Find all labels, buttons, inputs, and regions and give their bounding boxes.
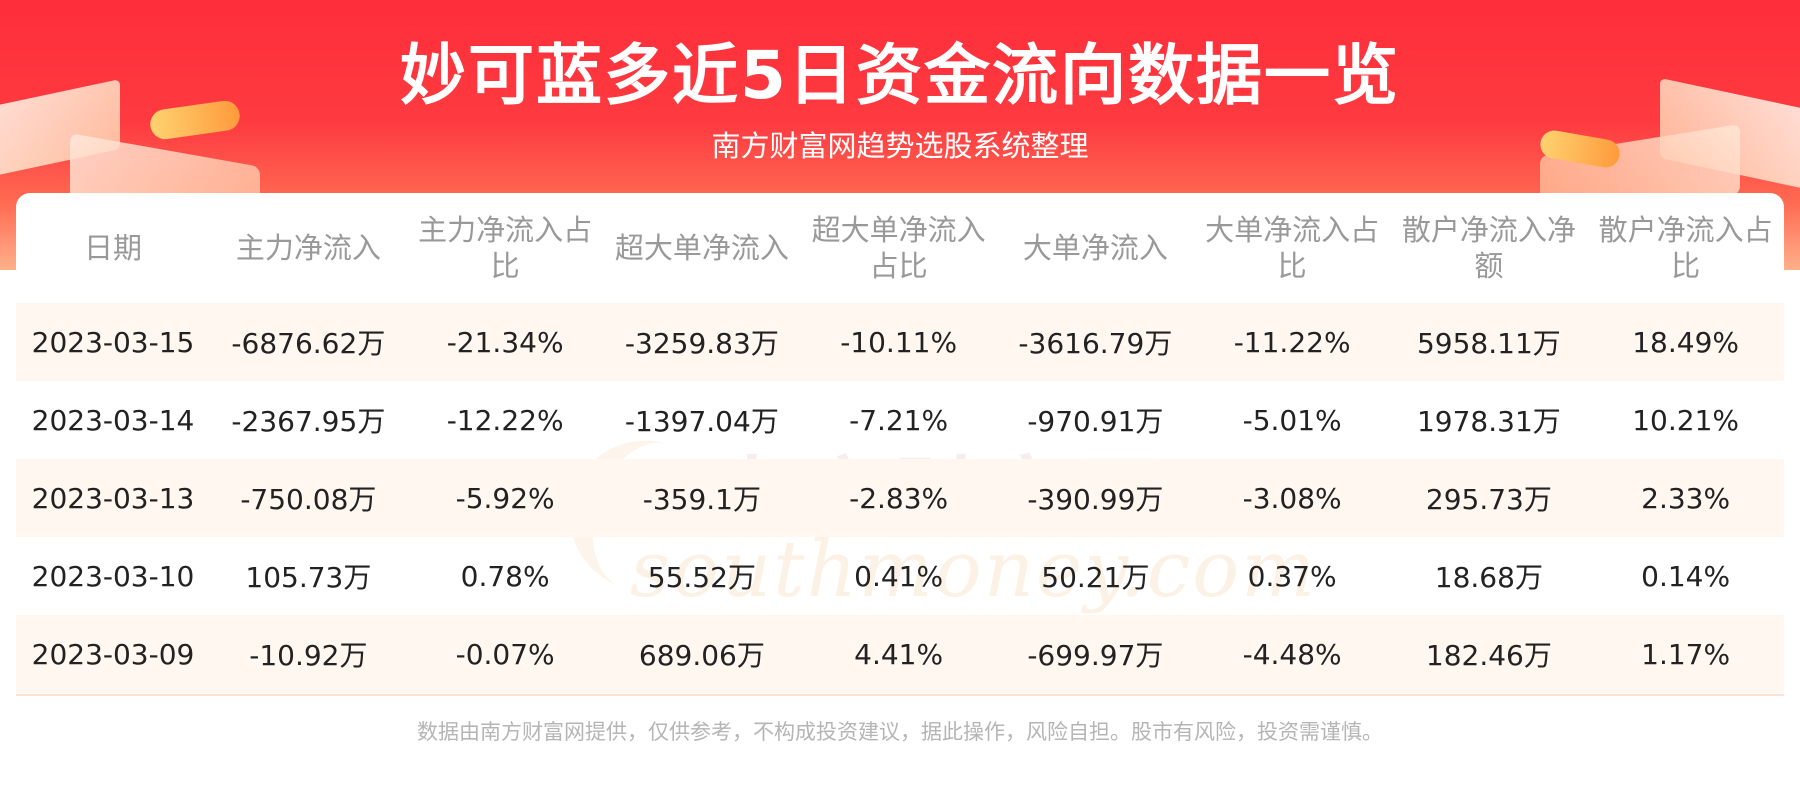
cell-large-inflow: 50.21万 [1041, 561, 1150, 594]
cell-large-ratio: -4.48% [1193, 615, 1391, 693]
column-header-retail-ratio: 散户净流入占比 [1598, 213, 1773, 283]
cell-retail-ratio: 10.21% [1632, 403, 1739, 437]
cell-large-ratio: -3.08% [1193, 459, 1391, 537]
cell-large-inflow: -970.91万 [1027, 405, 1164, 438]
table-row: 2023-03-14 -2367.95万 -12.22% -1397.04万 -… [16, 381, 1784, 459]
column-header-large-inflow: 大单净流入 [1022, 231, 1168, 265]
cell-xl-ratio: -7.21% [849, 403, 949, 437]
cell-xl-inflow: 55.52万 [647, 561, 756, 594]
cell-main-inflow: 105.73万 [245, 561, 372, 594]
cell-xl-inflow: -359.1万 [603, 459, 801, 537]
cell-main-inflow: -10.92万 [210, 615, 407, 693]
column-header-main-ratio: 主力净流入占比 [418, 213, 593, 283]
column-header-xl-inflow: 超大单净流入 [614, 231, 789, 265]
cell-large-ratio: -11.22% [1193, 303, 1391, 381]
table-bottom-divider [16, 694, 1784, 696]
table-row: 2023-03-15 -6876.62万 -21.34% -3259.83万 -… [16, 303, 1784, 381]
cell-retail-inflow: 295.73万 [1390, 459, 1588, 537]
cell-retail-ratio: 2.33% [1587, 459, 1784, 537]
cell-xl-ratio: 4.41% [800, 615, 997, 693]
fund-flow-table: 日期 主力净流入 主力净流入占比 超大单净流入 超大单净流入占比 大单净流入 大… [16, 193, 1784, 693]
cell-retail-ratio: 0.14% [1641, 559, 1731, 593]
cell-main-inflow: -750.08万 [210, 459, 407, 537]
cell-large-ratio: -5.01% [1242, 403, 1342, 437]
cell-date: 2023-03-15 [16, 303, 210, 381]
table-row: 2023-03-09 -10.92万 -0.07% 689.06万 4.41% … [16, 615, 1784, 693]
table-card [16, 193, 1784, 696]
cell-main-ratio: -12.22% [446, 403, 564, 437]
column-header-main-inflow: 主力净流入 [235, 231, 381, 265]
cell-retail-inflow: 182.46万 [1390, 615, 1588, 693]
table-row: 2023-03-13 -750.08万 -5.92% -359.1万 -2.83… [16, 459, 1784, 537]
cell-xl-ratio: -10.11% [800, 303, 997, 381]
cell-date: 2023-03-09 [16, 615, 210, 693]
cell-xl-ratio: -2.83% [800, 459, 997, 537]
cell-retail-inflow: 5958.11万 [1390, 303, 1588, 381]
cell-large-inflow: -699.97万 [997, 615, 1194, 693]
cell-retail-ratio: 1.17% [1587, 615, 1784, 693]
table-row: 2023-03-10 105.73万 0.78% 55.52万 0.41% 50… [16, 537, 1784, 615]
cell-retail-inflow: 1978.31万 [1416, 405, 1561, 438]
cell-large-inflow: -390.99万 [997, 459, 1194, 537]
cell-date: 2023-03-10 [31, 559, 195, 593]
page-subtitle: 南方财富网趋势选股系统整理 [711, 129, 1089, 163]
cell-date: 2023-03-13 [16, 459, 210, 537]
cell-xl-inflow: -3259.83万 [603, 303, 801, 381]
column-header-retail-inflow: 散户净流入净额 [1401, 213, 1576, 283]
cell-main-ratio: -21.34% [406, 303, 604, 381]
cell-xl-ratio: 0.41% [854, 559, 944, 593]
cell-retail-inflow: 18.68万 [1434, 561, 1543, 594]
column-header-date: 日期 [83, 231, 142, 265]
cell-main-inflow: -6876.62万 [210, 303, 407, 381]
cell-date: 2023-03-14 [31, 403, 195, 437]
footer-disclaimer: 数据由南方财富网提供，仅供参考，不构成投资建议，据此操作，风险自担。股市有风险，… [417, 720, 1383, 744]
page-title: 妙可蓝多近5日资金流向数据一览 [400, 37, 1400, 114]
cell-xl-inflow: 689.06万 [603, 615, 801, 693]
cell-main-ratio: -0.07% [406, 615, 604, 693]
cell-xl-inflow: -1397.04万 [624, 405, 779, 438]
cell-main-inflow: -2367.95万 [231, 405, 386, 438]
column-header-xl-ratio: 超大单净流入占比 [811, 213, 986, 283]
cell-large-inflow: -3616.79万 [997, 303, 1194, 381]
column-header-large-ratio: 大单净流入占比 [1205, 213, 1380, 283]
table-header-row: 日期 主力净流入 主力净流入占比 超大单净流入 超大单净流入占比 大单净流入 大… [16, 193, 1784, 303]
cell-large-ratio: 0.37% [1247, 559, 1337, 593]
cell-retail-ratio: 18.49% [1587, 303, 1784, 381]
cell-main-ratio: -5.92% [406, 459, 604, 537]
cell-main-ratio: 0.78% [460, 559, 550, 593]
